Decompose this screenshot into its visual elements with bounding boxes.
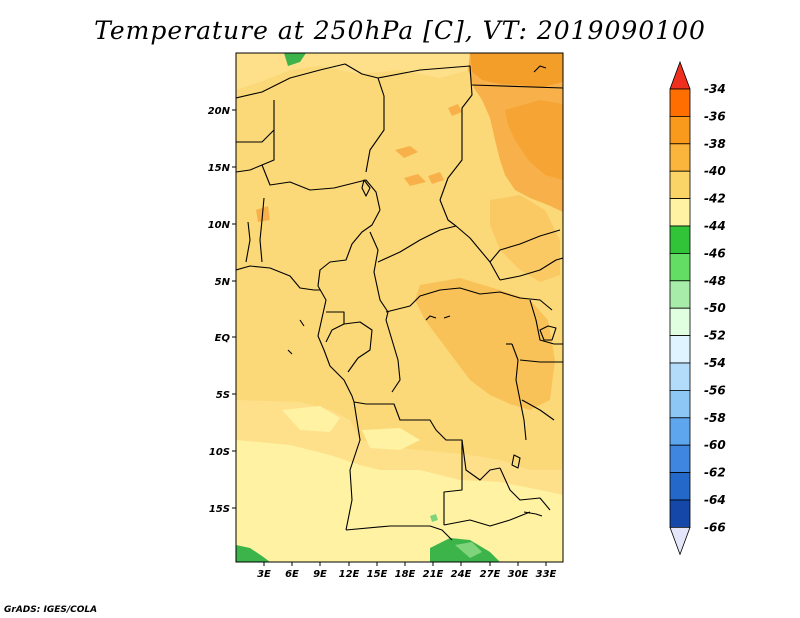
- colorbar-swatch: [669, 335, 691, 364]
- temp-patch: [428, 172, 444, 184]
- temp-patch: [362, 428, 420, 450]
- colorbar-swatch: [669, 417, 691, 446]
- country-borders: [236, 63, 563, 541]
- temp-patch: [448, 104, 462, 116]
- colorbar-label: -36: [704, 109, 726, 123]
- temp-fill-south-44: [236, 440, 563, 562]
- colorbar-label: -52: [704, 329, 726, 343]
- colorbar-swatch: [669, 472, 691, 501]
- colorbar-swatch: [669, 362, 691, 391]
- colorbar-swatch: [669, 88, 691, 117]
- temp-patch: [404, 174, 426, 186]
- lon-label: 33E: [536, 569, 557, 580]
- colorbar-swatch: [669, 116, 691, 145]
- colorbar-swatch: [669, 252, 691, 282]
- lon-label: 24E: [451, 569, 472, 580]
- colorbar-label: -66: [704, 520, 726, 534]
- colorbar-label: -42: [704, 192, 726, 206]
- lat-label: 15N: [208, 163, 231, 174]
- colorbar: -34 -36 -38 -40 -42 -44 -46 -48 -50 -52 -54 -56 -58 -…: [669, 60, 726, 556]
- lon-label: 3E: [257, 569, 271, 580]
- colorbar-swatch: [669, 499, 691, 528]
- colorbar-bottom-arrow: [669, 527, 691, 556]
- lon-label: 12E: [339, 569, 360, 580]
- colorbar-label: -56: [704, 383, 726, 397]
- lon-label: 18E: [395, 569, 416, 580]
- lon-axis: 3E 6E 9E 12E 15E 18E 21E 24E 27E 30E 33E: [257, 562, 557, 580]
- temp-patch: [282, 406, 340, 432]
- lat-label: 5N: [215, 277, 231, 288]
- temp-fill-ne-37: [505, 100, 563, 180]
- colorbar-label: -46: [704, 246, 726, 260]
- temp-fill-green-light: [430, 514, 438, 522]
- lon-label: 9E: [313, 569, 327, 580]
- temp-fill-green: [284, 53, 306, 66]
- lat-axis: 20N 15N 10N 5N EQ 5S 10S 15S: [208, 106, 236, 515]
- lat-label: 5S: [216, 390, 230, 401]
- temp-fill-east-40: [490, 195, 560, 282]
- lon-label: 21E: [423, 569, 444, 580]
- colorbar-label: -60: [704, 438, 726, 452]
- lon-label: 27E: [480, 569, 501, 580]
- map-title: Temperature at 250hPa [C], VT: 201909010…: [94, 16, 706, 45]
- lon-label: 30E: [508, 569, 529, 580]
- colorbar-label: -64: [704, 493, 726, 507]
- colorbar-label: -54: [704, 356, 726, 370]
- colorbar-label: -50: [704, 301, 726, 315]
- colorbar-label: -38: [704, 137, 726, 151]
- colorbar-top-arrow: [669, 60, 691, 90]
- colorbar-swatch: [669, 389, 691, 419]
- lat-label: 10S: [209, 447, 230, 458]
- colorbar-label: -58: [704, 411, 726, 425]
- temp-fill-green: [236, 545, 270, 562]
- colorbar-label: -62: [704, 466, 726, 480]
- colorbar-label: -34: [704, 82, 726, 96]
- lat-label: 15S: [209, 504, 230, 515]
- credit-text: GrADS: IGES/COLA: [4, 605, 98, 615]
- colorbar-swatch: [669, 198, 691, 227]
- temp-fill-ne-36: [470, 53, 563, 88]
- lon-label: 15E: [367, 569, 388, 580]
- colorbar-swatch: [669, 170, 691, 199]
- colorbar-swatch: [669, 280, 691, 309]
- colorbar-swatch: [669, 225, 691, 254]
- lat-label: EQ: [215, 333, 231, 344]
- colorbar-label: -44: [704, 219, 726, 233]
- map-panel: [236, 53, 563, 562]
- colorbar-label: -48: [704, 274, 726, 288]
- colorbar-swatch: [669, 444, 691, 474]
- colorbar-label: -40: [704, 164, 726, 178]
- temp-fill-green-light: [455, 542, 482, 558]
- lon-label: 6E: [285, 569, 299, 580]
- lat-label: 20N: [208, 106, 231, 117]
- colorbar-swatch: [669, 143, 691, 172]
- lat-label: 10N: [208, 220, 231, 231]
- temp-fill-center-40: [415, 278, 555, 410]
- map-frame: [235, 52, 564, 563]
- colorbar-swatch: [669, 307, 691, 337]
- temp-patch: [395, 146, 418, 158]
